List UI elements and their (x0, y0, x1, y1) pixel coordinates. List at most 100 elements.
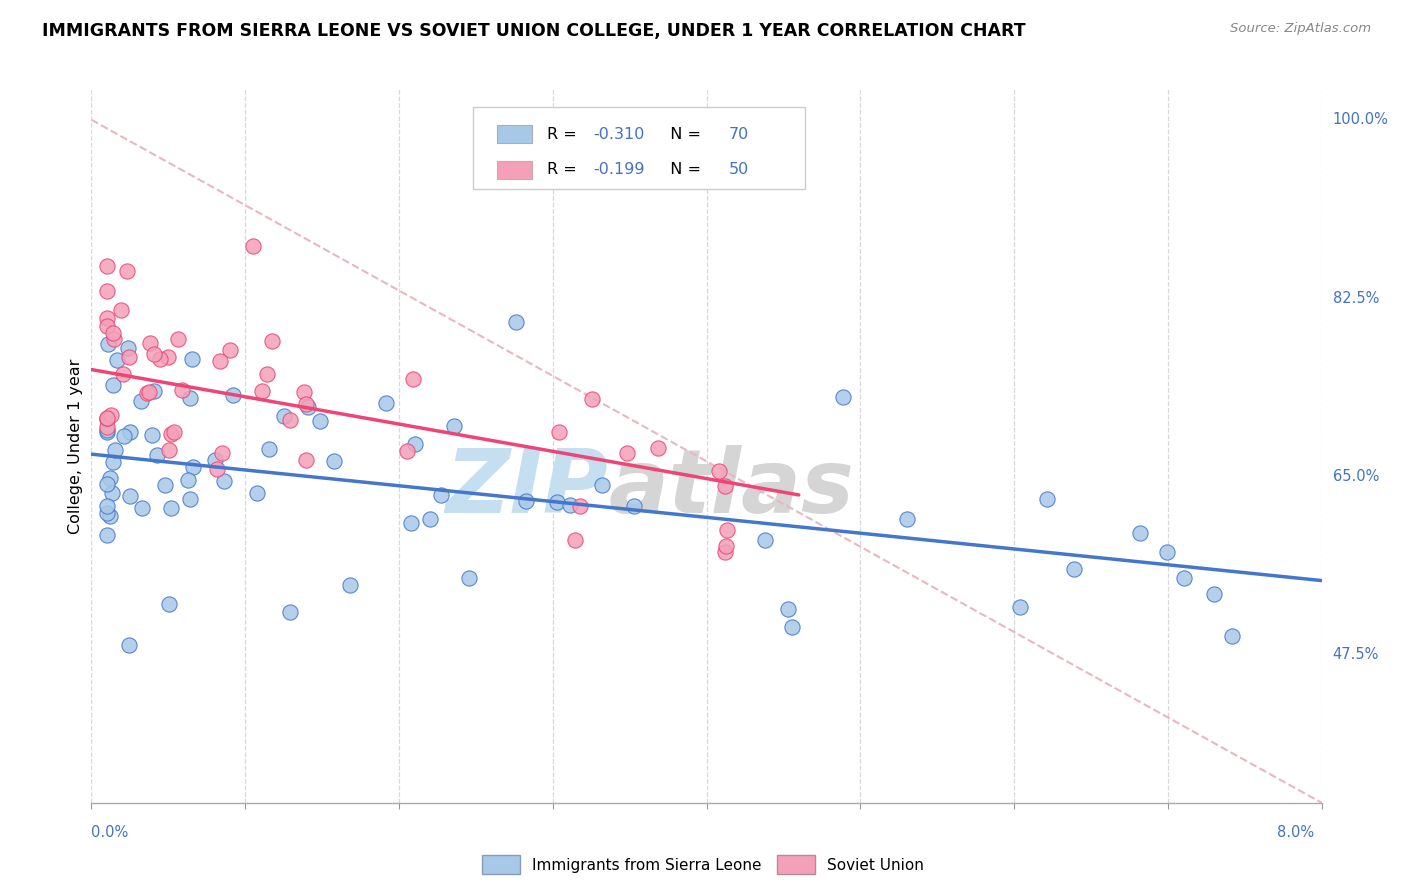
Point (157, 443, 180, 458)
Text: 70: 70 (728, 127, 749, 142)
Point (177, 473, 200, 487)
Text: 0.0%: 0.0% (91, 825, 128, 840)
Point (505, 315, 527, 329)
Point (278, 412, 301, 426)
Text: -0.199: -0.199 (593, 162, 645, 178)
Point (157, 597, 180, 611)
Point (167, 332, 190, 346)
Point (375, 396, 398, 410)
Point (142, 346, 165, 360)
Point (96, 420, 118, 434)
Text: ZIP: ZIP (446, 445, 607, 533)
Point (780, 620, 803, 634)
Point (105, 353, 128, 368)
Point (141, 427, 163, 442)
Point (146, 448, 169, 462)
Point (129, 393, 152, 408)
Point (163, 425, 186, 440)
Text: N =: N = (659, 127, 706, 142)
Point (131, 500, 153, 515)
Point (207, 462, 229, 476)
Point (208, 354, 231, 368)
Point (212, 474, 235, 488)
Point (404, 437, 426, 451)
Point (117, 341, 139, 355)
Point (308, 414, 330, 428)
Point (96, 259, 118, 273)
Bar (498, 125, 531, 143)
Point (339, 578, 361, 592)
Point (295, 397, 318, 411)
Point (219, 343, 242, 357)
Text: Source: ZipAtlas.com: Source: ZipAtlas.com (1230, 22, 1371, 36)
Point (211, 446, 233, 460)
Point (1129, 526, 1152, 541)
Point (776, 602, 799, 616)
Point (96, 425, 118, 439)
Point (273, 409, 295, 423)
Point (402, 371, 425, 385)
Point (103, 332, 125, 346)
Point (96, 411, 118, 425)
Point (149, 351, 172, 366)
Point (204, 453, 226, 467)
Point (292, 384, 315, 399)
Text: N =: N = (659, 162, 706, 178)
Point (430, 488, 453, 502)
Point (297, 400, 319, 414)
Point (548, 425, 571, 440)
Point (716, 523, 738, 537)
Point (96, 284, 118, 298)
Point (262, 334, 284, 348)
Point (96, 476, 118, 491)
Point (1008, 599, 1031, 614)
Point (97, 337, 120, 351)
Point (419, 512, 441, 526)
Point (110, 302, 132, 317)
Text: 8.0%: 8.0% (1278, 825, 1315, 840)
Point (96, 411, 118, 425)
Point (96, 507, 118, 521)
Point (160, 426, 183, 441)
Point (98, 508, 121, 523)
Point (259, 442, 281, 456)
Point (396, 443, 419, 458)
Point (896, 512, 918, 526)
Text: 47.5%: 47.5% (1333, 648, 1379, 663)
Point (170, 383, 193, 397)
Point (103, 377, 125, 392)
Point (568, 499, 591, 513)
Point (160, 501, 183, 516)
Point (280, 605, 302, 619)
Point (179, 391, 201, 405)
Point (581, 392, 603, 407)
Point (256, 368, 278, 382)
Point (139, 336, 162, 351)
Point (138, 385, 160, 400)
Point (104, 443, 127, 458)
Point (120, 489, 142, 503)
Point (100, 409, 122, 423)
Point (1063, 562, 1085, 576)
Point (157, 350, 180, 364)
Text: IMMIGRANTS FROM SIERRA LEONE VS SOVIET UNION COLLEGE, UNDER 1 YEAR CORRELATION C: IMMIGRANTS FROM SIERRA LEONE VS SOVIET U… (42, 22, 1026, 40)
Text: R =: R = (547, 127, 582, 142)
Point (252, 384, 274, 399)
Text: 100.0%: 100.0% (1333, 112, 1389, 128)
Point (142, 384, 165, 399)
Point (101, 326, 124, 341)
Point (1204, 587, 1226, 601)
Point (96, 423, 118, 437)
Point (443, 419, 465, 434)
Point (153, 478, 176, 492)
Point (135, 386, 157, 401)
Point (457, 571, 479, 585)
Point (322, 453, 344, 467)
Point (560, 498, 582, 512)
Point (515, 494, 537, 508)
Point (96, 318, 118, 333)
Point (616, 445, 638, 459)
Point (96, 499, 118, 513)
Text: 65.0%: 65.0% (1333, 469, 1379, 484)
Point (623, 499, 645, 513)
